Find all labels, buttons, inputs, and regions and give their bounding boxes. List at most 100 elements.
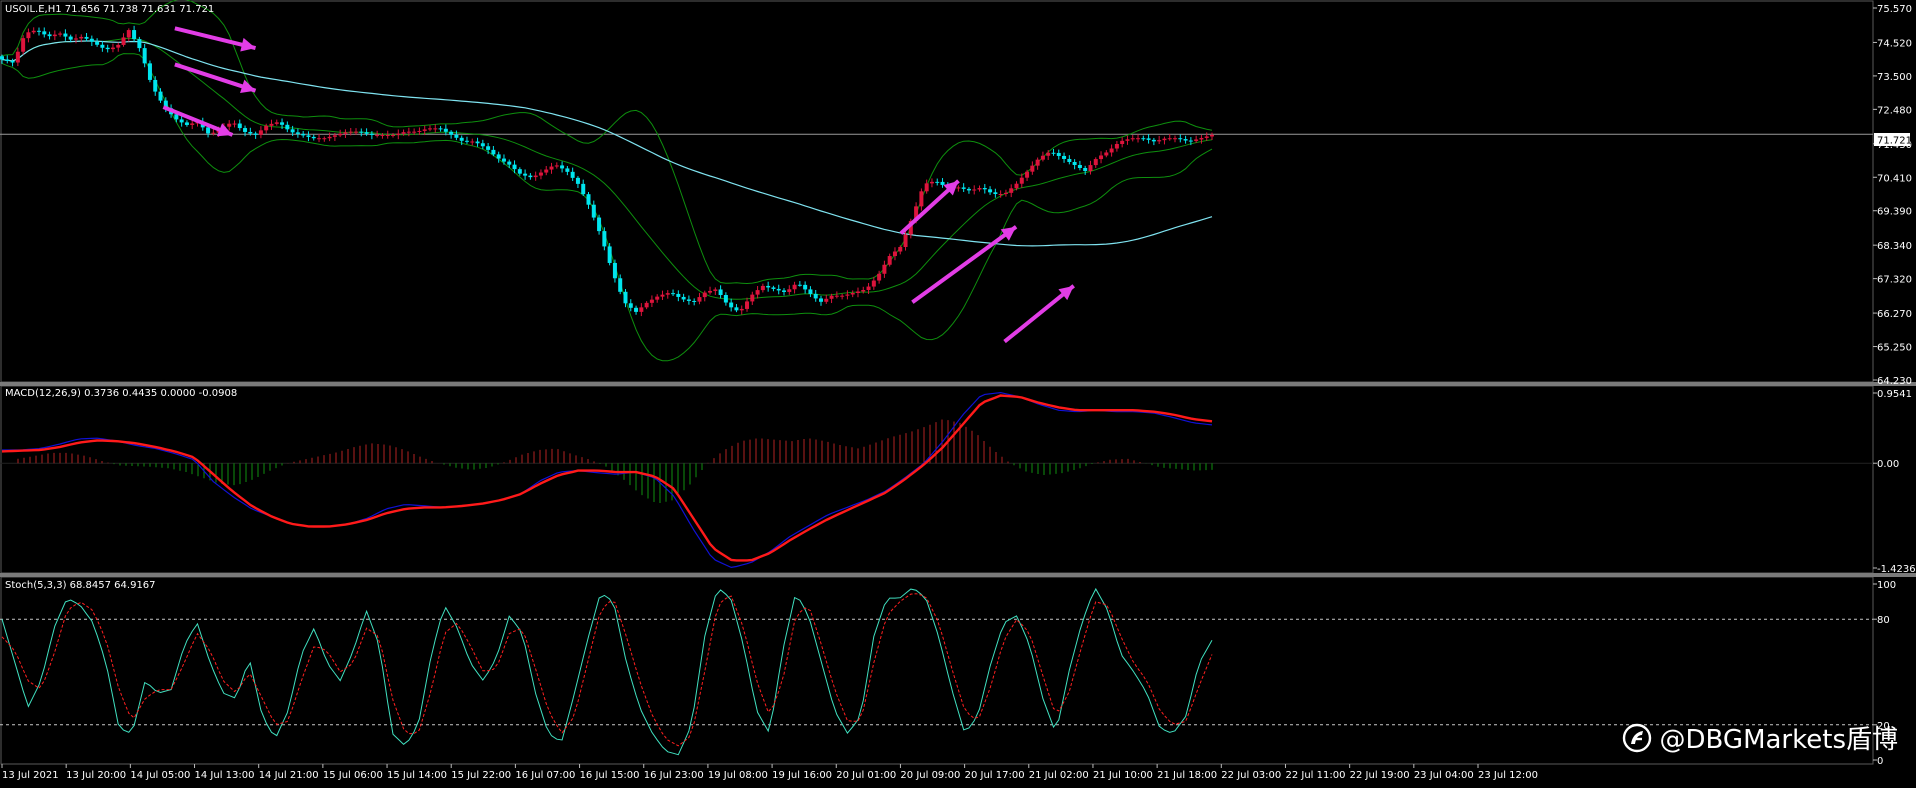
candle	[771, 285, 776, 292]
candle	[892, 247, 897, 261]
candle-body	[243, 128, 248, 132]
current-price-tag-text: 71.721	[1877, 136, 1912, 147]
candle	[919, 188, 924, 211]
candle-body	[988, 189, 993, 193]
candle	[507, 159, 512, 168]
candle	[412, 128, 417, 136]
candle-body	[1062, 155, 1067, 159]
candle-body	[729, 302, 734, 308]
candle-body	[31, 30, 36, 33]
candle	[1030, 161, 1035, 175]
candle-body	[908, 220, 913, 235]
candle-body	[1088, 165, 1093, 172]
candle-body	[47, 34, 52, 37]
candle	[274, 119, 279, 126]
trend-arrow-down	[174, 62, 257, 93]
candle-body	[1199, 137, 1204, 140]
candle-body	[42, 31, 47, 35]
candle	[211, 128, 216, 136]
candle	[607, 243, 612, 266]
candle-body	[877, 273, 882, 281]
candle	[427, 125, 432, 132]
candle-body	[417, 130, 422, 132]
candle-body	[623, 291, 628, 304]
candle	[0, 54, 4, 64]
candle-body	[79, 36, 84, 39]
candle	[956, 185, 961, 192]
candle-body	[470, 141, 475, 143]
candle	[549, 162, 554, 174]
candle	[803, 281, 808, 294]
candle-body	[264, 125, 269, 131]
candle-body	[232, 123, 237, 125]
macd-tick-label: 0.9541	[1877, 389, 1912, 400]
candle-body	[739, 308, 744, 311]
candle	[1088, 160, 1093, 175]
candle	[63, 29, 68, 41]
candle-body	[1194, 139, 1199, 141]
time-tick-label: 13 Jul 2021	[2, 770, 59, 781]
candle	[73, 34, 78, 44]
candle-body	[1167, 138, 1172, 140]
candle-body	[797, 284, 802, 286]
candle-body	[105, 47, 110, 50]
candle-body	[956, 187, 961, 189]
candle	[903, 230, 908, 251]
panel-splitter-1[interactable]	[0, 382, 1916, 386]
candle	[1167, 134, 1172, 141]
candle	[1099, 151, 1104, 164]
candle-body	[977, 188, 982, 190]
candle-body	[581, 183, 586, 195]
candle	[628, 299, 633, 312]
candle-body	[771, 287, 776, 289]
price-tick-label: 70.410	[1877, 173, 1912, 184]
candle-body	[21, 38, 26, 52]
candle	[79, 34, 84, 43]
candle-body	[68, 36, 73, 40]
candle	[818, 295, 823, 306]
candle-body	[929, 181, 934, 184]
arrow-head	[1058, 285, 1074, 301]
candle	[602, 227, 607, 251]
candle	[475, 137, 480, 147]
candle-body	[184, 122, 189, 125]
candle	[179, 115, 184, 127]
candle-body	[1009, 188, 1014, 193]
price-tick-label: 73.500	[1877, 72, 1912, 83]
candle-body	[1019, 177, 1024, 184]
candle	[232, 120, 237, 128]
candle	[850, 290, 855, 298]
panel-splitter-2[interactable]	[0, 573, 1916, 577]
candle-body	[607, 246, 612, 263]
candle	[486, 142, 491, 155]
candle-body	[1083, 168, 1088, 172]
candle-body	[734, 307, 739, 311]
candle	[301, 131, 306, 138]
candle	[1062, 152, 1067, 163]
candle-body	[660, 294, 665, 297]
candle	[1162, 136, 1167, 145]
trend-arrow-up	[1003, 284, 1075, 344]
candle-body	[1077, 164, 1082, 169]
candle	[929, 178, 934, 188]
candle	[560, 161, 565, 173]
macd-tick-label: -1.4236	[1877, 564, 1916, 575]
price-tick-label: 75.570	[1877, 4, 1912, 15]
candle-body	[190, 123, 195, 125]
time-tick-label: 22 Jul 11:00	[1285, 770, 1345, 781]
candle-body	[570, 171, 575, 178]
candle-body	[290, 129, 295, 133]
candle	[618, 274, 623, 295]
candle	[644, 301, 649, 310]
candle-body	[649, 299, 654, 303]
price-tick-label: 64.230	[1877, 376, 1912, 387]
candle-body	[332, 135, 337, 137]
candle	[433, 124, 438, 133]
candle-body	[486, 146, 491, 150]
candle	[575, 176, 580, 188]
candle-body	[1072, 161, 1077, 165]
candle-body	[396, 133, 401, 135]
candle-body	[147, 63, 152, 80]
candle-body	[137, 39, 142, 49]
